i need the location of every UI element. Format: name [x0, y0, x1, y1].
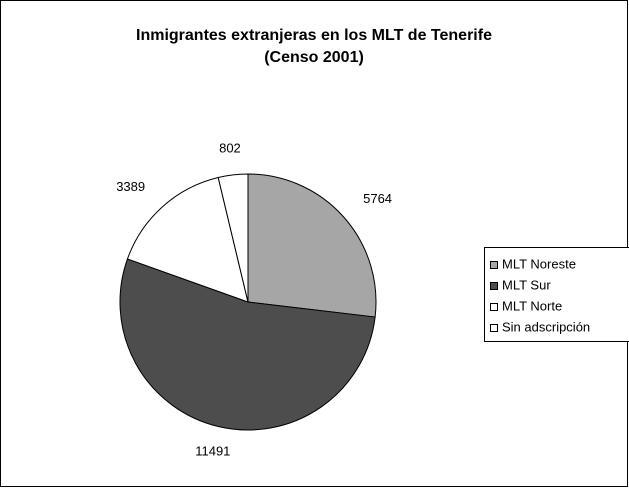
legend-swatch: [490, 324, 498, 332]
pie-slice: [217, 173, 249, 303]
legend-label: MLT Norte: [502, 298, 562, 313]
chart-title: (Censo 2001): [264, 49, 364, 66]
data-label: 802: [219, 140, 241, 155]
data-label: 5764: [363, 191, 392, 206]
pie-slice: [247, 173, 377, 318]
data-label: 3389: [116, 179, 145, 194]
legend-swatch: [490, 282, 498, 290]
legend-box: [484, 247, 629, 342]
legend-label: MLT Sur: [502, 277, 551, 292]
legend-label: Sin adscripción: [502, 319, 590, 334]
pie-slice: [119, 258, 376, 431]
legend-swatch: [490, 261, 498, 269]
data-label: 11491: [195, 443, 230, 458]
legend-label: MLT Noreste: [502, 256, 576, 271]
chart-title: Inmigrantes extranjeras en los MLT de Te…: [136, 27, 492, 44]
legend-swatch: [490, 303, 498, 311]
pie-slice: [126, 176, 249, 303]
